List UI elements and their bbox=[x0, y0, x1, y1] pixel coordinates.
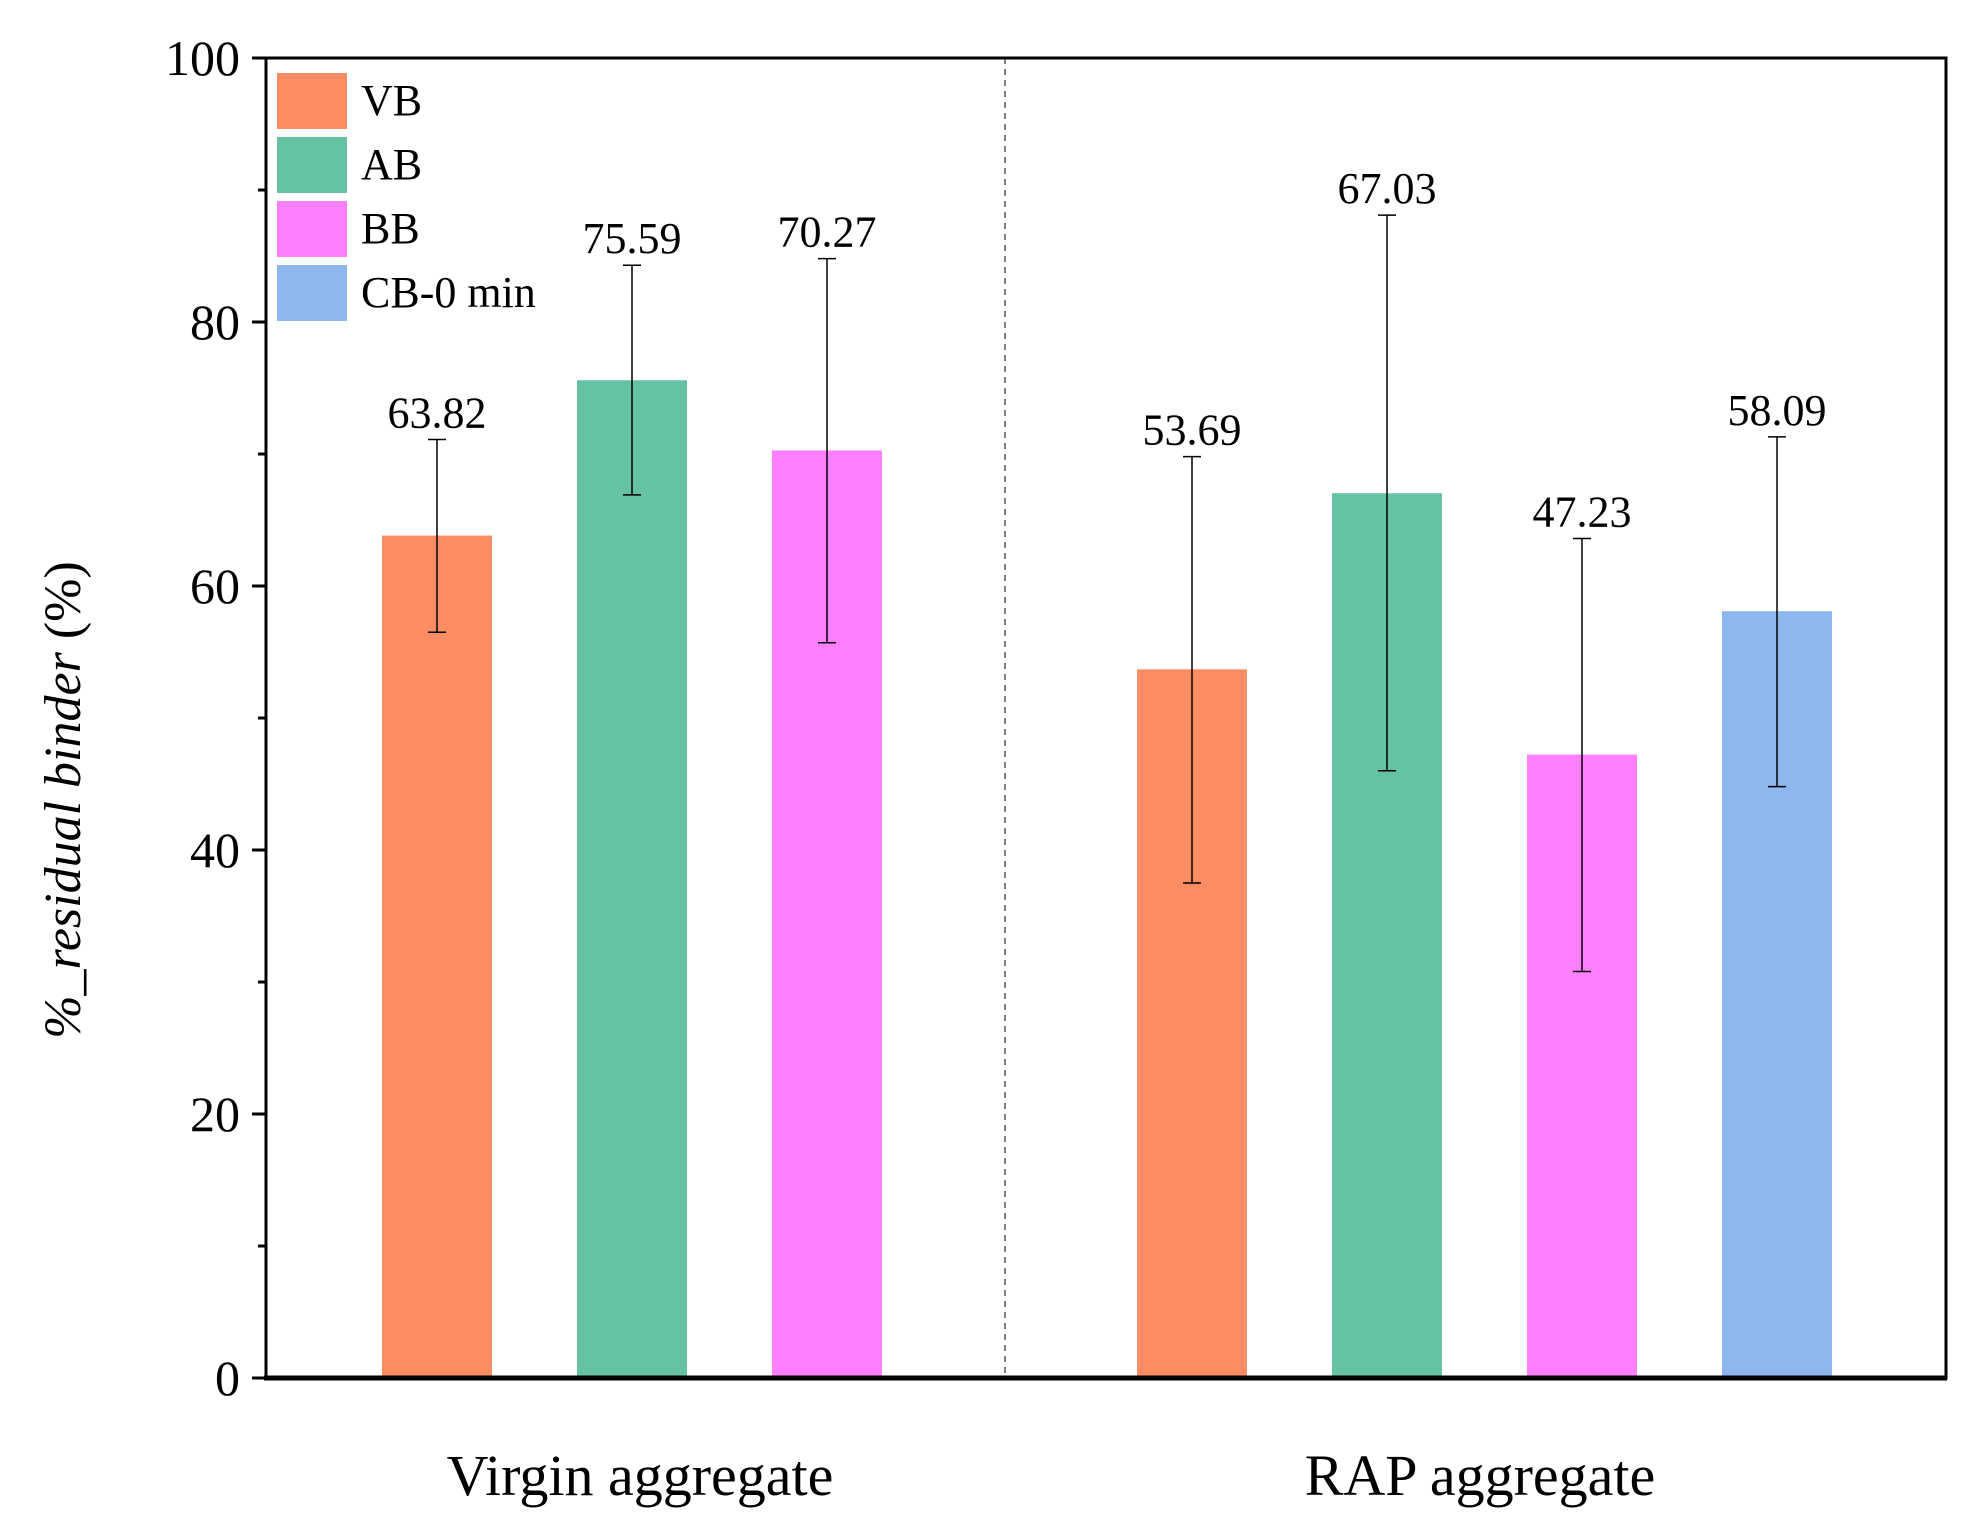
legend-swatch bbox=[277, 73, 347, 129]
data-label: 67.03 bbox=[1338, 164, 1437, 213]
x-category-label: Virgin aggregate bbox=[447, 1443, 834, 1508]
data-label: 63.82 bbox=[388, 388, 487, 437]
plot-frame bbox=[264, 56, 1948, 1380]
y-axis-label-unit: (%) bbox=[35, 561, 92, 652]
legend-label: CB-0 min bbox=[361, 268, 536, 317]
x-axis: Virgin aggregate RAP aggregate bbox=[447, 1443, 1656, 1508]
y-tick-label: 20 bbox=[190, 1086, 240, 1142]
bar-ab bbox=[577, 380, 687, 1378]
y-tick-label: 0 bbox=[215, 1350, 240, 1406]
legend: VB AB BB CB-0 min bbox=[277, 73, 536, 321]
y-axis: 0 20 40 60 80 100 bbox=[165, 30, 266, 1406]
data-label: 53.69 bbox=[1143, 406, 1242, 455]
y-tick-label: 100 bbox=[165, 30, 240, 86]
legend-label: VB bbox=[361, 76, 422, 125]
legend-swatch bbox=[277, 265, 347, 321]
legend-swatch bbox=[277, 137, 347, 193]
y-tick-label: 40 bbox=[190, 822, 240, 878]
data-label: 70.27 bbox=[778, 208, 877, 257]
legend-swatch bbox=[277, 201, 347, 257]
y-axis-label-italic: %_residual binder bbox=[35, 651, 92, 1038]
legend-label: AB bbox=[361, 140, 422, 189]
data-label: 75.59 bbox=[583, 214, 682, 263]
data-label: 58.09 bbox=[1728, 386, 1827, 435]
y-tick-label: 80 bbox=[190, 294, 240, 350]
error-bars-layer bbox=[428, 214, 1786, 973]
bar-vb bbox=[382, 535, 492, 1378]
y-tick-label: 60 bbox=[190, 558, 240, 614]
legend-label: BB bbox=[361, 204, 420, 253]
y-axis-label: %_residual binder (%) bbox=[35, 561, 92, 1039]
data-label: 47.23 bbox=[1533, 487, 1632, 536]
data-labels-layer: 63.82 75.59 70.27 53.69 67.03 47.23 58.09 bbox=[388, 164, 1827, 536]
x-category-label: RAP aggregate bbox=[1305, 1443, 1656, 1508]
